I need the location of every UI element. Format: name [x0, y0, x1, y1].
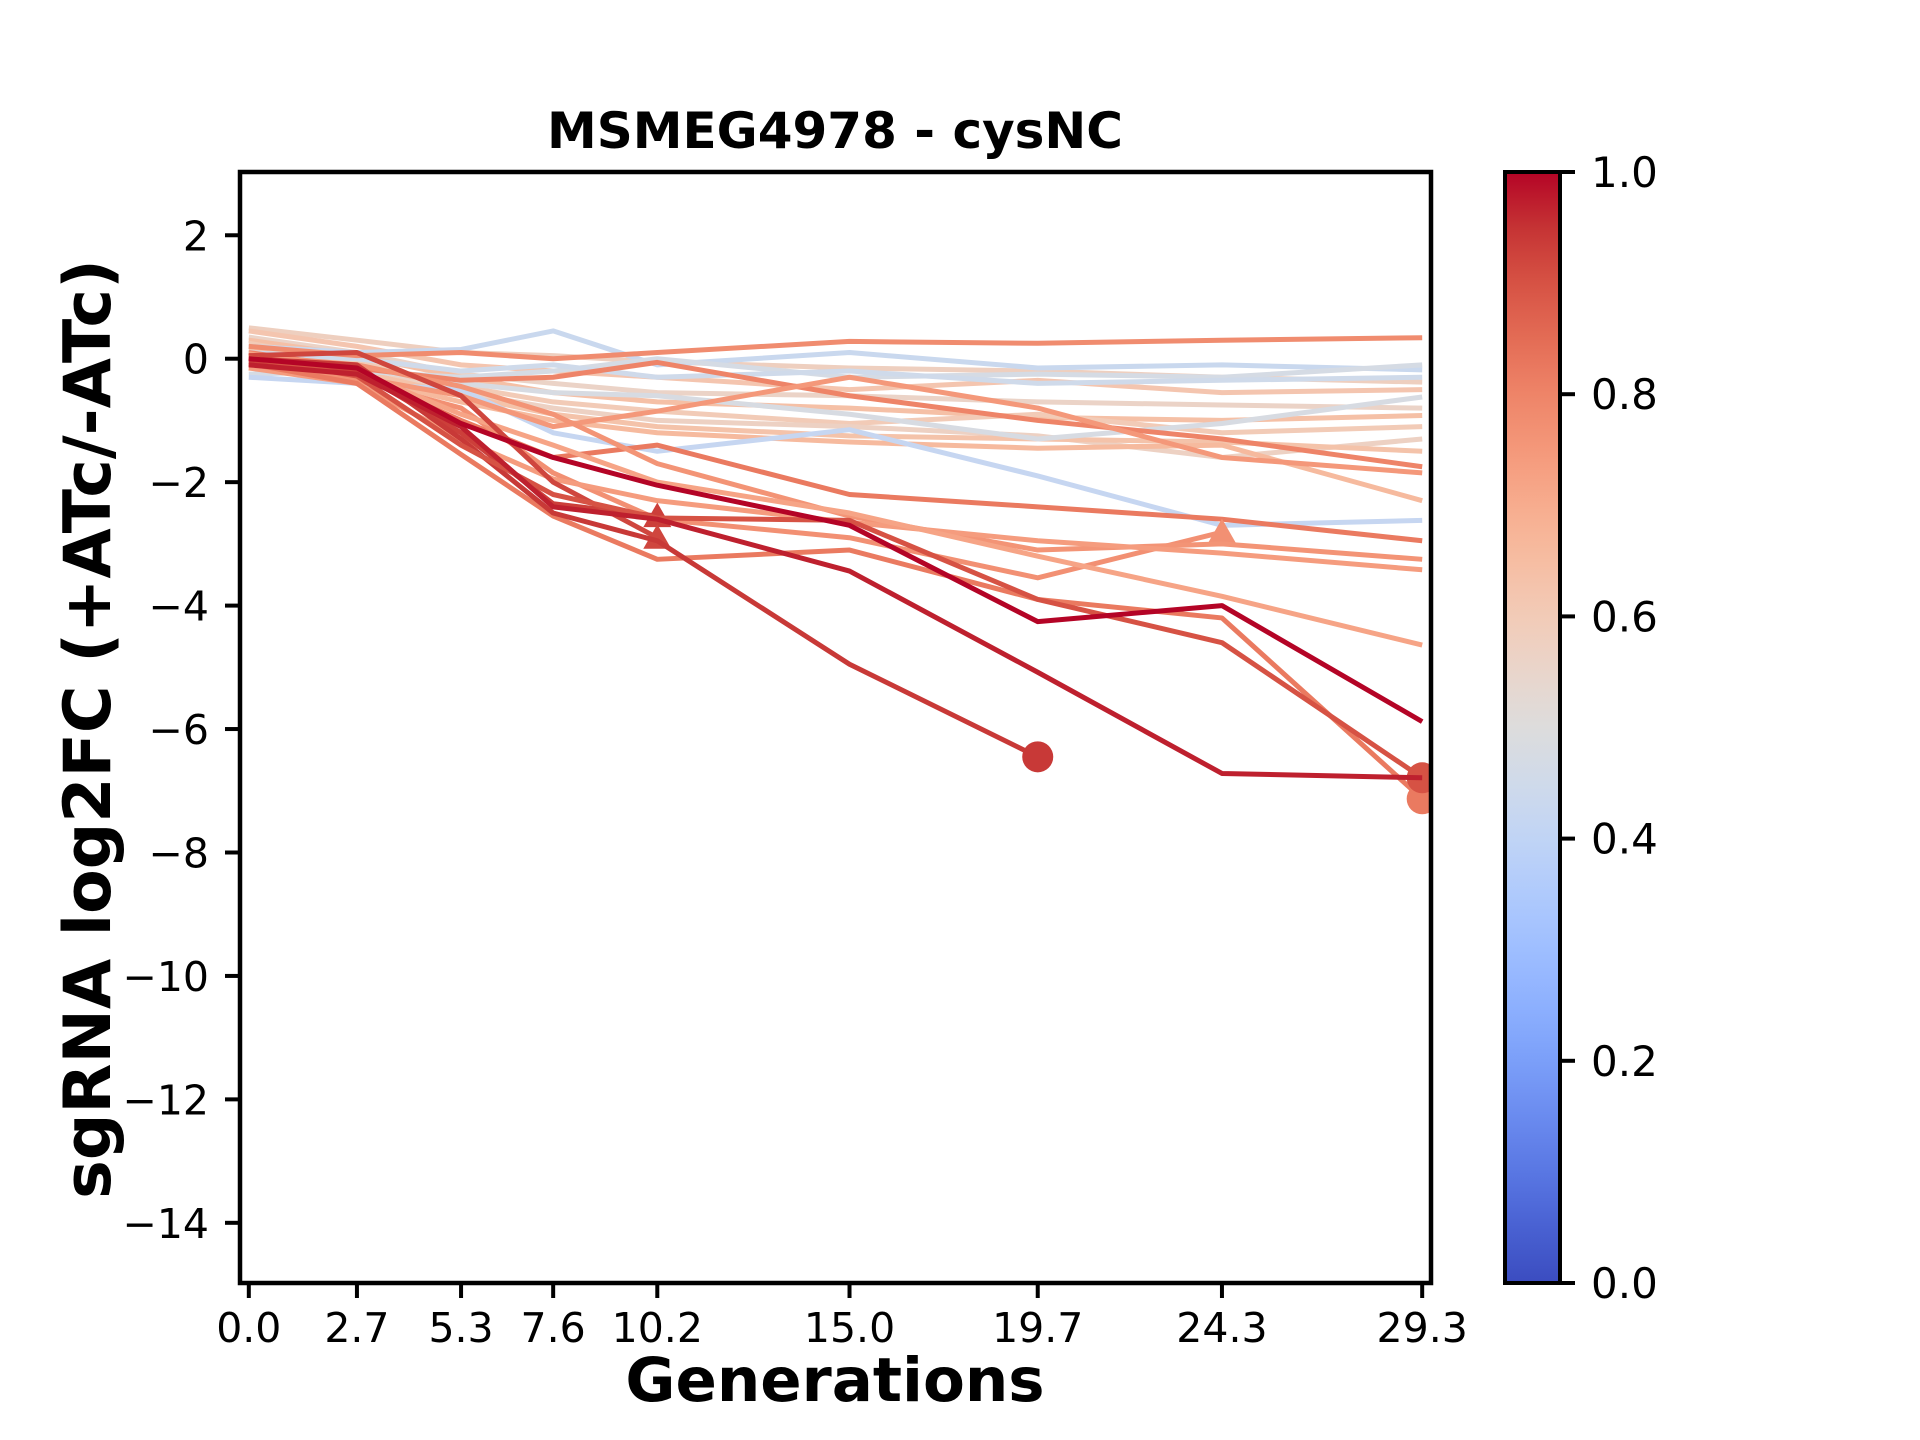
- y-tick-label: −10: [122, 953, 209, 1001]
- y-tick-label: −4: [149, 583, 209, 631]
- series-line-sgRNA-R4: [248, 356, 1039, 760]
- colorbar: 1.0 0.8 0.6 0.4 0.2 0.0: [1503, 148, 1658, 1308]
- chart-title: MSMEG4978 - cysNC: [547, 102, 1123, 160]
- x-tick-label: 10.2: [612, 1304, 703, 1352]
- colorbar-tick-label: 0.0: [1591, 1259, 1658, 1308]
- y-tick-label: −12: [122, 1076, 209, 1124]
- x-tick-label: 15.0: [804, 1304, 895, 1352]
- y-tick-label: −14: [122, 1200, 209, 1248]
- series-line-sgRNA-S6: [248, 353, 1423, 562]
- chart-render-layer: 0.0 2.7 5.3 7.6 10.2 15.0 19.7 24.3 29.3 2 0 −2 −4 −6…: [122, 148, 1657, 1352]
- colorbar-tick-label: 0.2: [1591, 1037, 1658, 1086]
- colorbar-outline: [1503, 170, 1562, 1285]
- y-tick-label: 2: [183, 212, 209, 260]
- x-tick-label: 24.3: [1176, 1304, 1267, 1352]
- x-axis: 0.0 2.7 5.3 7.6 10.2 15.0 19.7 24.3 29.3: [216, 1283, 1468, 1352]
- series-line-sgRNA-P3: [248, 334, 1423, 411]
- x-axis-label: Generations: [625, 1345, 1044, 1416]
- colorbar-tick-label: 0.6: [1591, 592, 1658, 641]
- end-marker-circle-sgRNA-R4: [1022, 741, 1054, 773]
- colorbar-gradient: [1505, 172, 1560, 1283]
- series-line-sgRNA-R1: [248, 356, 1424, 724]
- colorbar-tick-label: 0.8: [1591, 370, 1658, 419]
- x-tick-label: 19.7: [992, 1304, 1083, 1352]
- x-tick-label: 29.3: [1377, 1304, 1468, 1352]
- x-tick-label: 5.3: [428, 1304, 493, 1352]
- x-tick-label: 0.0: [216, 1304, 281, 1352]
- y-tick-label: −2: [149, 459, 209, 507]
- y-tick-label: −6: [149, 706, 209, 754]
- x-tick-label: 2.7: [324, 1304, 389, 1352]
- end-marker-triangle-sgRNA-S5: [1207, 518, 1236, 544]
- series-lines: [248, 325, 1431, 815]
- colorbar-tick-label: 0.4: [1591, 815, 1658, 864]
- x-tick-label: 7.6: [521, 1304, 586, 1352]
- y-axis-label: sgRNA log2FC (+ATc/-ATc): [51, 259, 126, 1199]
- series-line-sgRNA-R5: [248, 362, 1423, 781]
- series-line-sgRNA-B5: [248, 350, 1423, 386]
- y-tick-label: −8: [149, 829, 209, 877]
- series-line-sgRNA-S1: [248, 335, 1423, 362]
- series-line-sgRNA-B1: [248, 328, 1423, 373]
- y-axis: 2 0 −2 −4 −6 −8 −10 −12 −14: [122, 212, 240, 1248]
- y-tick-label: 0: [183, 336, 209, 384]
- colorbar-tick-label: 1.0: [1591, 148, 1658, 197]
